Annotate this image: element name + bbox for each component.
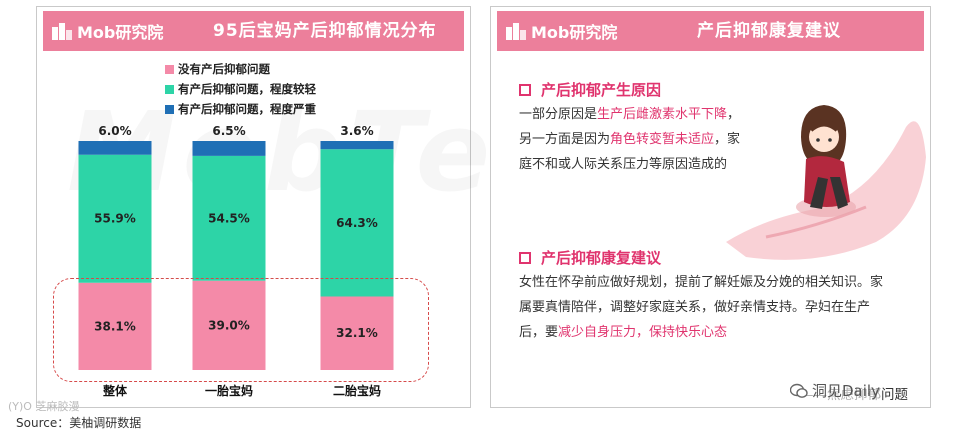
heading-text: 产后抑郁产生原因 (541, 81, 662, 99)
body-text: ，家庭不和或人际关系压力等原因造成的 (519, 132, 741, 172)
bar-segment (320, 296, 394, 370)
advice-title: 产后抑郁康复建议 (697, 21, 841, 41)
building-logo-icon (506, 23, 526, 40)
highlight-text: 生产后雌激素水平下降 (597, 107, 728, 122)
logo-text: Mob研究院 (77, 23, 164, 42)
bar-segment (192, 280, 266, 370)
heading-text: 产后抑郁康复建议 (541, 249, 662, 267)
wechat-watermark: 洞见Daily (790, 380, 880, 401)
legend-label: 有产后抑郁问题，程度严重 (178, 102, 316, 116)
square-bullet-icon (519, 251, 531, 264)
bar-segment (78, 141, 152, 155)
logo-text: Mob研究院 (531, 23, 618, 42)
advice-header: Mob研究院 产后抑郁康复建议 (497, 11, 924, 51)
brand-logo: Mob研究院 (51, 20, 163, 42)
body-text: 一部分原因是 (519, 107, 598, 122)
chart-header: Mob研究院 95后宝妈产后抑郁情况分布 (43, 11, 464, 51)
data-label: 6.0% (98, 124, 131, 138)
building-logo-icon (52, 23, 72, 40)
bar-segment (320, 141, 394, 150)
legend-swatch (165, 104, 174, 114)
highlight-text: 减少自身压力，保持快乐心态 (558, 325, 728, 340)
section-heading-causes: 产后抑郁产生原因 (519, 79, 661, 100)
bar-segment (192, 141, 266, 156)
data-label: 55.9% (94, 212, 136, 226)
highlight-dashed-box (53, 278, 429, 382)
data-label: 39.0% (208, 318, 250, 332)
body-text: ，另一方面是因为 (519, 107, 741, 147)
data-label: 64.3% (336, 216, 378, 230)
bar-segment (320, 149, 394, 297)
legend-label: 没有产后抑郁问题 (178, 62, 270, 76)
section-heading-advice: 产后抑郁康复建议 (519, 247, 661, 268)
data-label: 54.5% (208, 211, 250, 225)
data-label: 32.1% (336, 326, 378, 340)
stacked-bar-chart: 38.1% 55.9% 6.0% 整体 39.0% 54.5% 6.5% 一胎宝妈 32.1% 6… (78, 124, 394, 398)
data-label: 3.6% (340, 124, 373, 138)
category-label: 整体 (102, 383, 128, 398)
advice-panel: Mob研究院 产后抑郁康复建议 产后抑郁产生原因 一部分原因是生产后雌激素水平下… (490, 6, 931, 408)
legend-item-mild: 有产后抑郁问题，程度较轻 (165, 79, 316, 99)
causes-paragraph: 一部分原因是生产后雌激素水平下降，另一方面是因为角色转变暂未适应，家庭不和或人际… (519, 102, 751, 177)
chart-panel: MobTech袤博 Mob研究院 95后宝妈产后抑郁情况分布 没有产后抑郁问题 … (36, 6, 471, 408)
brand-logo: Mob研究院 (505, 20, 617, 42)
square-bullet-icon (519, 83, 531, 96)
source-note: Source：美柚调研数据 (16, 416, 142, 430)
legend-swatch (165, 64, 174, 74)
bar-segment (192, 155, 266, 281)
legend-item-severe: 有产后抑郁问题，程度严重 (165, 99, 316, 119)
wechat-text: 洞见Daily (812, 382, 880, 400)
legend-item-none: 没有产后抑郁问题 (165, 59, 316, 79)
data-label: 38.1% (94, 319, 136, 333)
chart-legend: 没有产后抑郁问题 有产后抑郁问题，程度较轻 有产后抑郁问题，程度严重 (165, 59, 316, 119)
legend-swatch (165, 84, 174, 94)
data-label: 6.5% (212, 124, 245, 138)
bar-segment (78, 154, 152, 283)
bar-segment (78, 282, 152, 370)
chart-title: 95后宝妈产后抑郁情况分布 (213, 21, 437, 41)
legend-label: 有产后抑郁问题，程度较轻 (178, 82, 316, 96)
sad-woman-on-hand-illustration (726, 105, 926, 260)
highlight-text: 角色转变暂未适应 (610, 132, 715, 147)
category-label: 一胎宝妈 (205, 383, 253, 398)
category-label: 二胎宝妈 (333, 383, 381, 398)
body-text: 女性在怀孕前应做好规划，提前了解妊娠及分娩的相关知识。家属要真情陪伴，调整好家庭… (519, 275, 884, 340)
corner-watermark: (Y)O 芝麻胶漫 (8, 400, 80, 413)
advice-paragraph: 女性在怀孕前应做好规划，提前了解妊娠及分娩的相关知识。家属要真情陪伴，调整好家庭… (519, 270, 895, 345)
wechat-icon (790, 383, 808, 398)
